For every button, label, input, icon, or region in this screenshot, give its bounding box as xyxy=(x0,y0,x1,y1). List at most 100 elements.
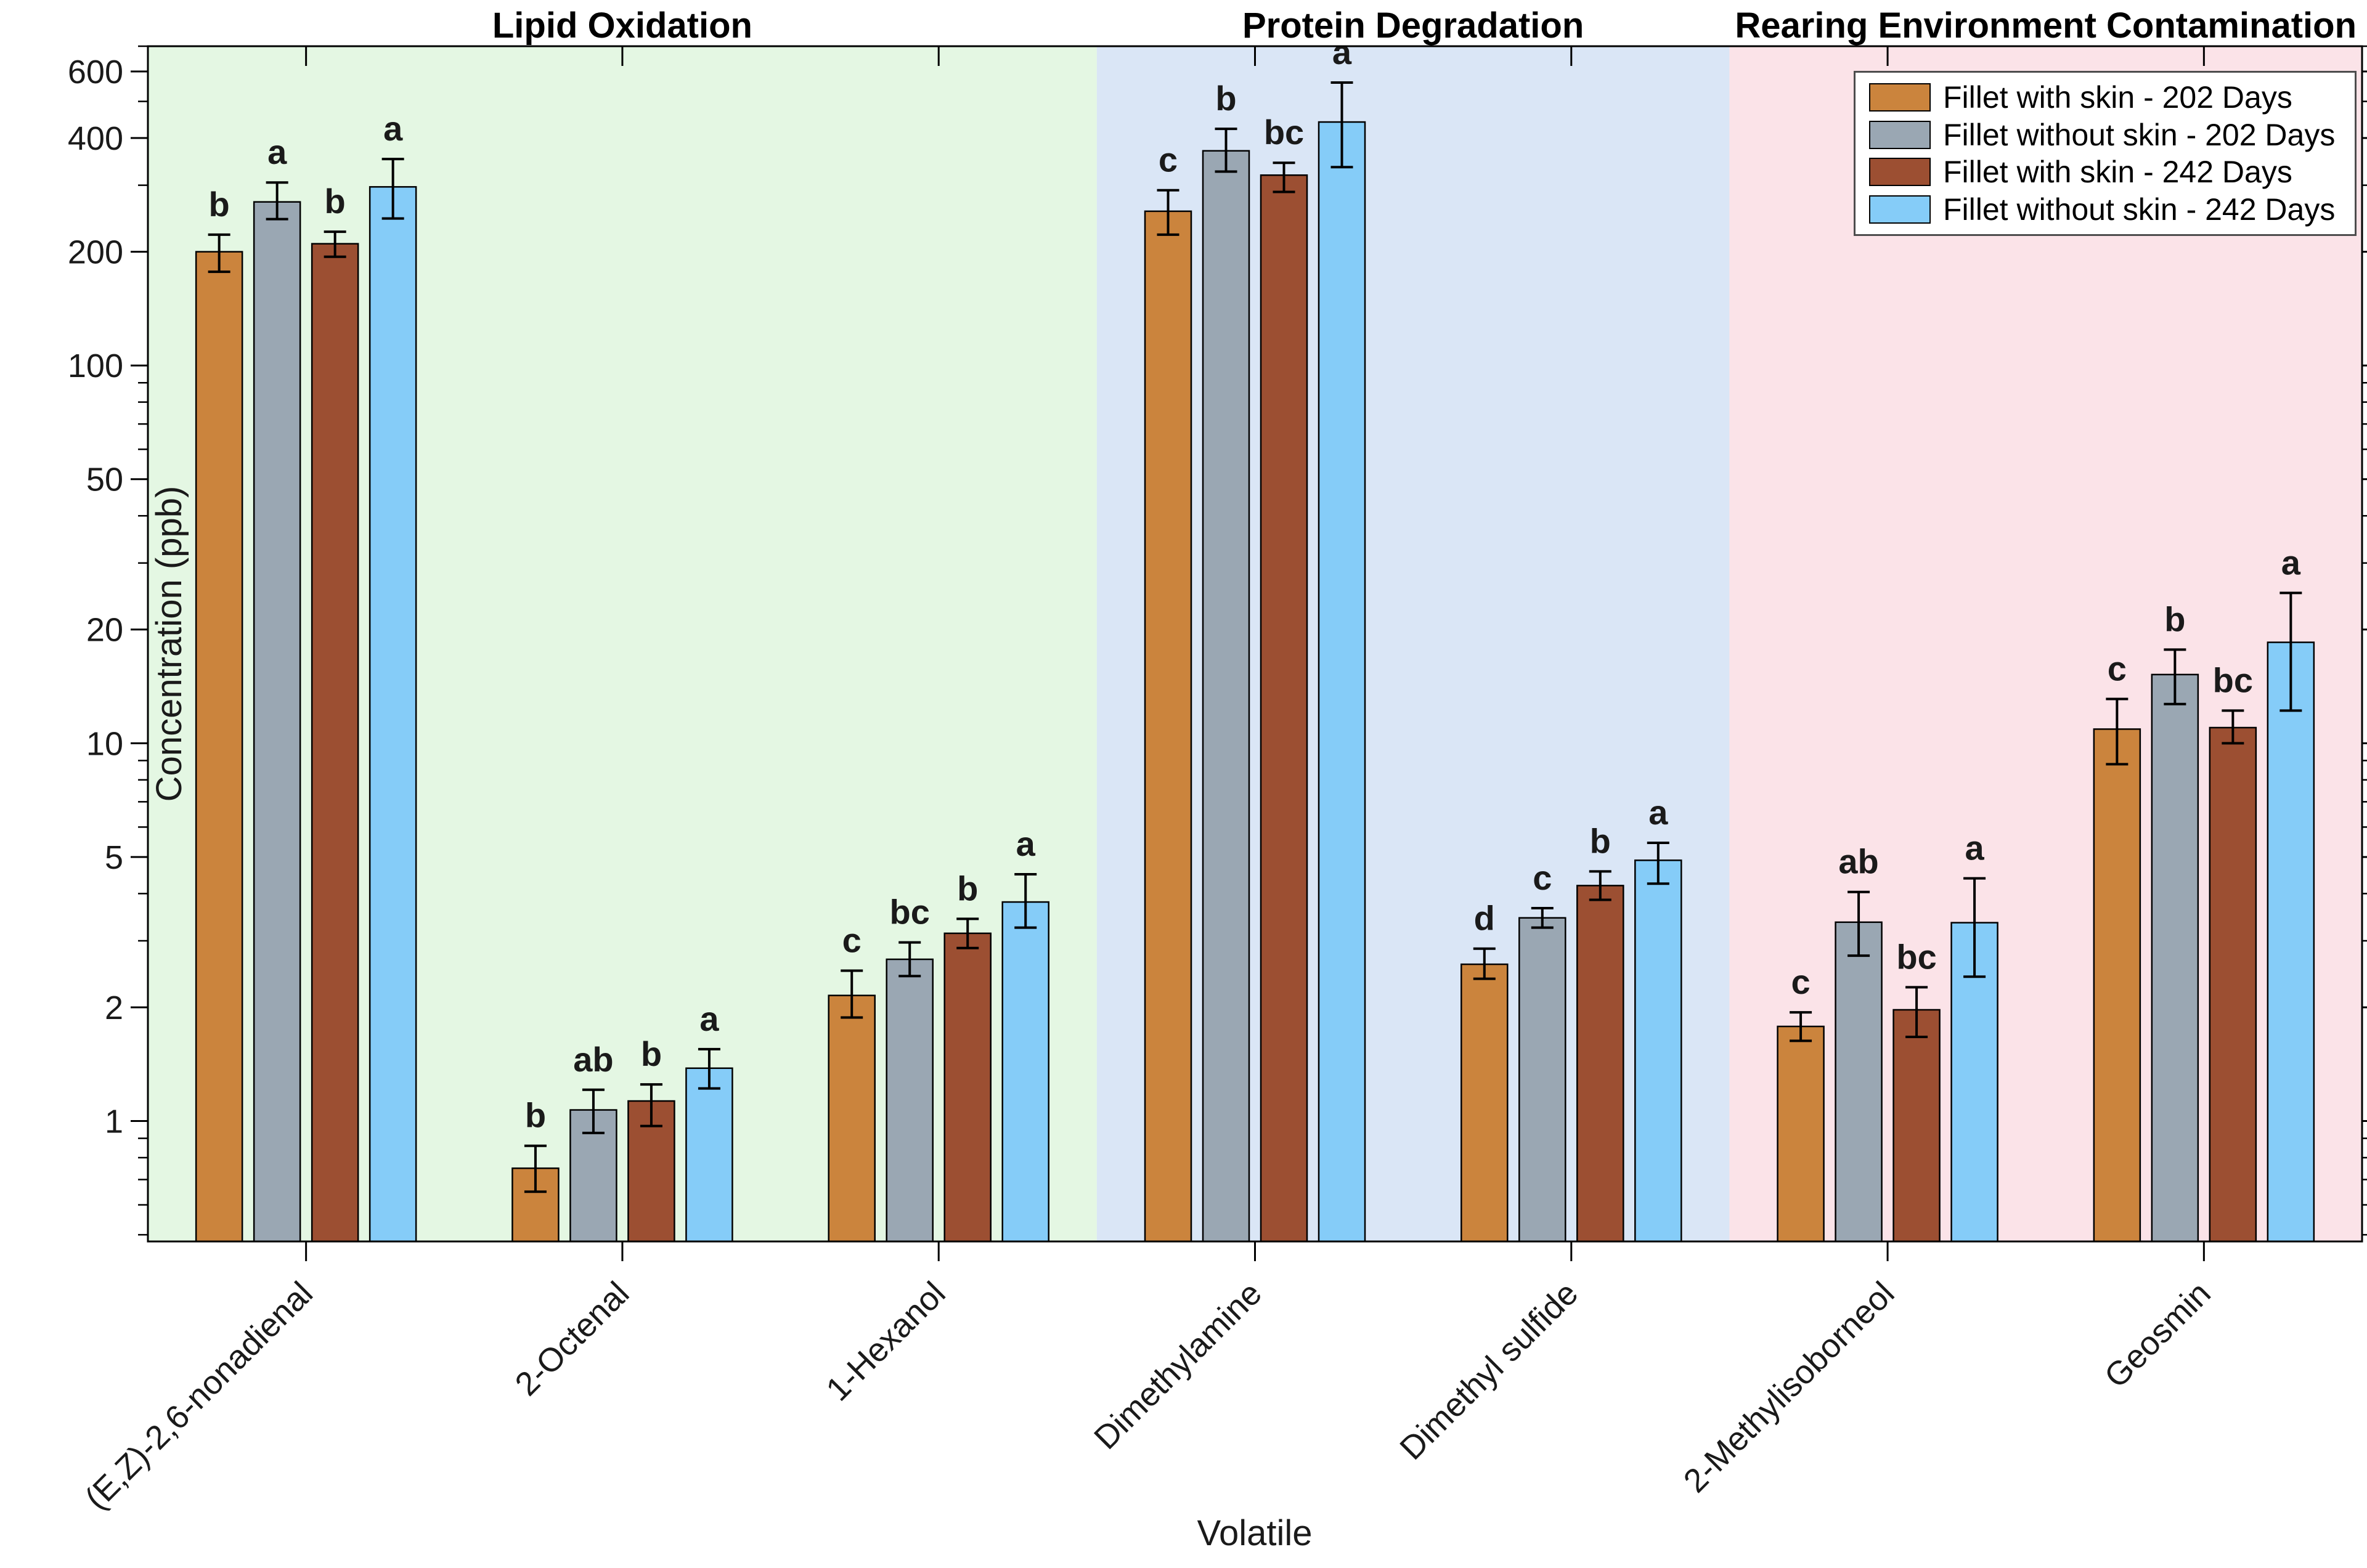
bar xyxy=(1461,963,1509,1243)
significance-letter: ab xyxy=(573,1040,613,1079)
legend-label: Fillet without skin - 202 Days xyxy=(1943,117,2336,152)
bar xyxy=(2151,673,2199,1243)
error-bar xyxy=(1014,873,1037,929)
error-bar xyxy=(2106,697,2129,766)
bar xyxy=(1777,1025,1825,1243)
bar xyxy=(1260,174,1308,1243)
significance-letter: b xyxy=(325,182,346,221)
significance-letter: c xyxy=(1533,858,1552,897)
bar xyxy=(1518,917,1566,1243)
legend-label: Fillet with skin - 242 Days xyxy=(1943,155,2292,190)
significance-letter: a xyxy=(383,109,403,148)
y-tick-label: 1 xyxy=(105,1103,123,1140)
error-bar xyxy=(1531,907,1554,929)
bar xyxy=(886,958,934,1243)
y-tick-label: 20 xyxy=(86,612,123,649)
bar xyxy=(1144,210,1192,1243)
significance-letter: c xyxy=(1159,140,1178,179)
significance-letter: a xyxy=(267,132,287,171)
legend-row: Fillet with skin - 242 Days xyxy=(1869,154,2355,190)
bar xyxy=(369,186,417,1243)
bar xyxy=(2267,641,2315,1243)
legend-label: Fillet without skin - 242 Days xyxy=(1943,192,2336,227)
bar xyxy=(1318,121,1366,1243)
y-tick-label: 5 xyxy=(105,839,123,876)
significance-letter: c xyxy=(842,921,862,960)
legend-row: Fillet with skin - 202 Days xyxy=(1869,79,2355,115)
legend-swatch xyxy=(1869,158,1931,187)
bar xyxy=(828,994,876,1243)
bar xyxy=(1835,921,1883,1243)
significance-letter: b xyxy=(1590,821,1611,860)
section-title-protein-degradation: Protein Degradation xyxy=(1242,6,1584,46)
significance-letter: ab xyxy=(1838,842,1878,881)
significance-letter: bc xyxy=(1264,113,1304,152)
category-label: Geosmin xyxy=(2098,1275,2218,1395)
section-title-lipid-oxidation: Lipid Oxidation xyxy=(492,6,752,46)
significance-letter: b xyxy=(525,1096,546,1135)
x-axis-label: Volatile xyxy=(1197,1513,1313,1553)
section-background xyxy=(148,46,1097,1241)
significance-letter: a xyxy=(1332,33,1352,71)
bar xyxy=(253,201,301,1243)
error-bar xyxy=(524,1144,547,1193)
significance-letter: b xyxy=(641,1034,662,1073)
error-bar xyxy=(2279,591,2302,712)
error-bar xyxy=(1848,890,1870,957)
error-bar xyxy=(1963,877,1986,978)
error-bar xyxy=(841,969,863,1019)
bar xyxy=(311,243,359,1243)
error-bar xyxy=(381,158,404,220)
significance-letter: b xyxy=(1215,79,1236,118)
bar xyxy=(1634,859,1682,1243)
y-tick-label: 2 xyxy=(105,989,123,1026)
significance-letter: a xyxy=(2281,543,2301,582)
category-label: 1-Hexanol xyxy=(819,1275,952,1408)
y-tick-label: 200 xyxy=(68,234,123,271)
category-label: Dimethyl sulfide xyxy=(1393,1275,1585,1467)
bar xyxy=(1202,150,1250,1243)
y-tick-label: 10 xyxy=(86,725,123,762)
error-bar xyxy=(582,1088,605,1134)
significance-letter: a xyxy=(1965,829,1984,867)
significance-letter: b xyxy=(209,185,230,224)
y-tick-label: 600 xyxy=(68,54,123,91)
legend-swatch xyxy=(1869,195,1931,224)
bar xyxy=(1892,1009,1941,1243)
error-bar xyxy=(324,230,346,258)
legend-row: Fillet without skin - 242 Days xyxy=(1869,192,2355,227)
significance-letter: d xyxy=(1474,899,1495,938)
error-bar xyxy=(208,233,230,274)
bar xyxy=(2209,726,2257,1243)
y-tick-label: 400 xyxy=(68,120,123,157)
legend-swatch xyxy=(1869,120,1931,149)
bar xyxy=(195,251,243,1243)
legend-box: Fillet with skin - 202 Days Fillet withou… xyxy=(1854,71,2357,236)
error-bar xyxy=(956,917,979,949)
significance-letter: b xyxy=(2164,599,2185,638)
error-bar xyxy=(1157,189,1179,236)
error-bar xyxy=(1273,161,1295,193)
error-bar xyxy=(898,941,921,978)
error-bar xyxy=(1215,128,1237,173)
y-tick-label: 100 xyxy=(68,347,123,384)
category-label: (E,Z)-2,6-nonadienal xyxy=(78,1275,320,1517)
category-label: Dimethylamine xyxy=(1087,1275,1269,1456)
significance-letter: bc xyxy=(2213,660,2253,699)
significance-letter: bc xyxy=(1896,937,1936,976)
significance-letter: a xyxy=(699,999,719,1038)
bar xyxy=(685,1067,733,1243)
category-label: 2-Methylisoborneol xyxy=(1677,1275,1902,1500)
section-title-rearing-environment: Rearing Environment Contamination xyxy=(1735,6,2357,46)
bar xyxy=(1001,901,1049,1243)
error-bar xyxy=(1330,81,1353,169)
legend-swatch xyxy=(1869,83,1931,112)
significance-letter: bc xyxy=(890,893,930,932)
category-label: 2-Octenal xyxy=(508,1275,636,1403)
legend-label: Fillet with skin - 202 Days xyxy=(1943,80,2292,115)
y-tick-label: 50 xyxy=(86,461,123,498)
significance-letter: a xyxy=(1016,824,1036,863)
y-axis-label: Concentration (ppb) xyxy=(149,485,189,802)
